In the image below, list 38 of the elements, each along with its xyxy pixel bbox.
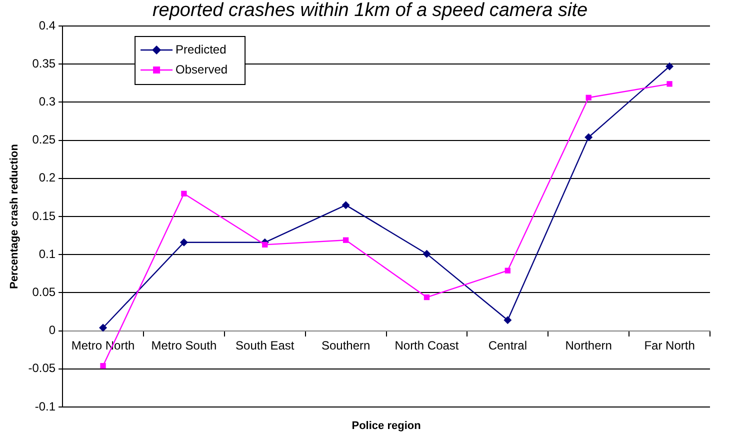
y-tick-label: -0.1 — [34, 399, 56, 414]
y-tick-label: -0.05 — [28, 361, 56, 376]
y-tick-label: 0.3 — [38, 94, 56, 109]
point — [181, 190, 187, 196]
legend-label: Observed — [176, 62, 228, 76]
point — [99, 324, 108, 332]
x-tick-label: Far North — [644, 338, 695, 352]
y-tick-label: 0.15 — [32, 208, 56, 223]
y-axis-title: Percentage crash reduction — [8, 144, 21, 289]
y-tick-label: 0.25 — [32, 132, 56, 147]
x-tick-label: Central — [488, 338, 528, 352]
y-tick-label: 0.05 — [32, 285, 56, 300]
x-tick-label: South East — [236, 338, 295, 352]
y-tick-label: 0.4 — [38, 18, 56, 32]
point — [422, 250, 431, 258]
point — [584, 133, 593, 142]
x-tick-label: Northern — [565, 338, 612, 352]
point — [586, 94, 592, 100]
legend-label: Predicted — [176, 42, 226, 56]
y-tick-label: 0 — [48, 323, 56, 338]
point — [180, 238, 188, 246]
point — [504, 268, 510, 274]
point — [424, 294, 430, 300]
point — [504, 316, 512, 324]
x-tick-label: Southern — [321, 338, 370, 352]
chart-title: reported crashes within 1km of a speed camera site — [152, 0, 588, 21]
y-tick-label: 0.2 — [38, 170, 56, 185]
point — [262, 242, 268, 248]
x-tick-label: North Coast — [394, 338, 460, 352]
point — [666, 62, 674, 70]
y-tick-label: 0.1 — [38, 246, 56, 261]
x-axis-title: Police region — [352, 420, 422, 432]
point — [100, 363, 106, 369]
y-tick-label: 0.35 — [32, 56, 56, 70]
point — [666, 81, 672, 87]
x-tick-label: Metro South — [151, 338, 217, 352]
point — [342, 201, 350, 210]
point — [342, 237, 349, 243]
